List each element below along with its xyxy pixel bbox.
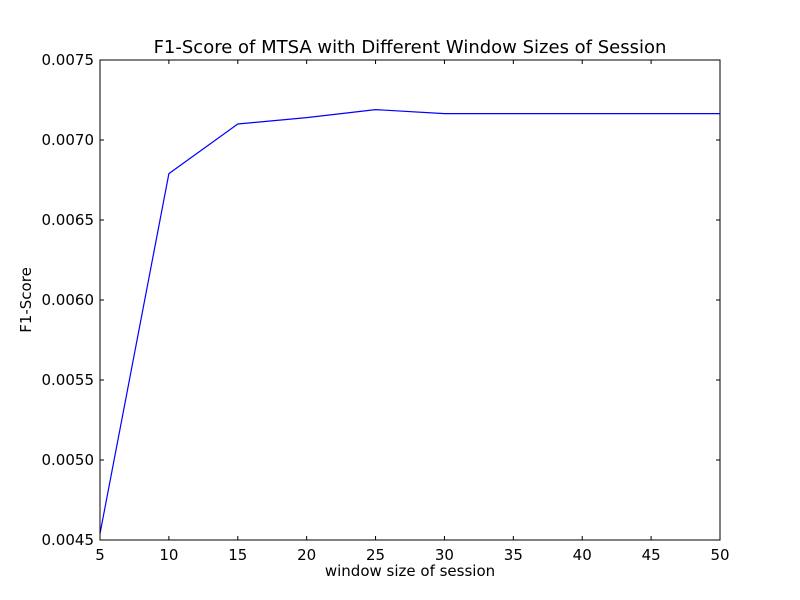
x-tick-label: 10	[159, 546, 178, 564]
y-tick-label: 0.0075	[42, 51, 95, 69]
x-tick-label: 40	[573, 546, 592, 564]
y-tick-label: 0.0065	[42, 211, 95, 229]
x-tick-label: 5	[95, 546, 105, 564]
x-tick-label: 45	[642, 546, 661, 564]
x-tick-label: 20	[297, 546, 316, 564]
y-tick-label: 0.0060	[42, 291, 95, 309]
y-tick-label: 0.0045	[42, 531, 95, 549]
y-axis-ticks: 0.0045 0.0050 0.0055 0.0060 0.0065 0.0070 0.00…	[42, 51, 720, 549]
x-tick-label: 35	[504, 546, 523, 564]
series-line-0	[99, 108, 720, 534]
y-tick-label: 0.0070	[42, 131, 95, 149]
x-tick-label: 30	[435, 546, 454, 564]
y-axis-label: F1-Score	[17, 267, 35, 333]
x-tick-label: 50	[710, 546, 729, 564]
x-axis-label: window size of session	[325, 562, 495, 580]
x-tick-label: 15	[228, 546, 247, 564]
chart-title: F1-Score of MTSA with Different Window S…	[154, 37, 667, 58]
x-axis-ticks: 5 10 15 20 25 30 35 40 45 50	[95, 60, 730, 564]
x-tick-label: 25	[366, 546, 385, 564]
y-tick-label: 0.0050	[42, 451, 95, 469]
series-layer	[99, 108, 720, 534]
y-tick-label: 0.0055	[42, 371, 95, 389]
